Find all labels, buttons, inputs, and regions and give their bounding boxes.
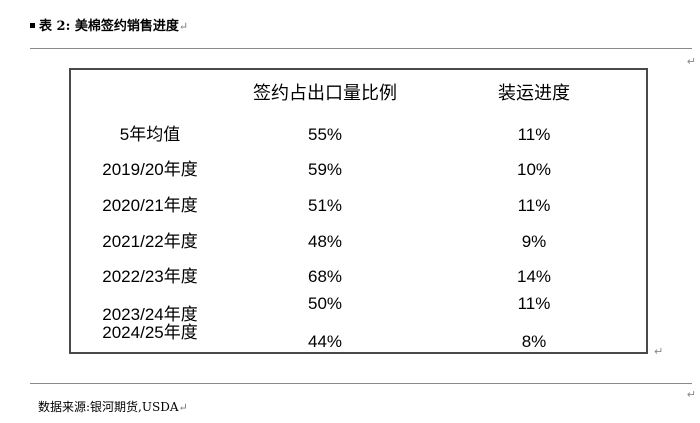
paragraph-mark-icon: ↵ (178, 20, 189, 33)
header-contract-ratio: 签约占出口量比例 (253, 83, 397, 103)
ratio-value: 50% (307, 294, 343, 313)
table-caption: 表 2: 美棉签约销售进度↵ (30, 17, 188, 37)
ratio-value: 44% (307, 332, 343, 351)
data-table: 签约占出口量比例 装运进度 5年均值 55% 11% 2019/20年度 59%… (69, 68, 648, 354)
bottom-rule (30, 383, 692, 384)
ratio-value: 68% (307, 267, 343, 286)
table-end-mark-icon: ↵ (654, 346, 664, 358)
margin-return-icon: ↵ (686, 56, 696, 68)
paragraph-mark-icon: ↵ (178, 401, 188, 414)
shipment-value: 11% (517, 125, 551, 144)
row-label: 2023/24年度 (102, 305, 198, 324)
ratio-value: 48% (307, 232, 343, 251)
shipment-value: 11% (517, 196, 551, 215)
shipment-value: 8% (521, 332, 547, 351)
margin-return-icon: ↵ (686, 389, 696, 401)
ratio-value: 51% (307, 196, 343, 215)
ratio-value: 55% (307, 125, 343, 144)
row-label: 2024/25年度 (102, 323, 198, 342)
shipment-value: 14% (516, 267, 552, 286)
caption-prefix: 表 2: (39, 19, 71, 34)
row-label: 5年均值 (119, 125, 181, 144)
top-rule (30, 48, 692, 49)
row-label: 2021/22年度 (102, 232, 198, 251)
shipment-value: 10% (516, 160, 552, 179)
ratio-value: 59% (307, 160, 343, 179)
shipment-value: 9% (521, 232, 547, 251)
header-shipment-progress: 装运进度 (498, 83, 570, 103)
row-label: 2019/20年度 (102, 160, 198, 179)
row-label: 2022/23年度 (102, 267, 198, 286)
data-source: 数据来源:银河期货,USDA↵ (38, 398, 188, 415)
caption-title: 美棉签约销售进度 (74, 19, 179, 34)
row-label: 2020/21年度 (102, 196, 198, 215)
source-text: 数据来源:银河期货,USDA (38, 400, 179, 414)
bullet-square-icon (30, 23, 35, 28)
shipment-value: 11% (517, 294, 551, 313)
